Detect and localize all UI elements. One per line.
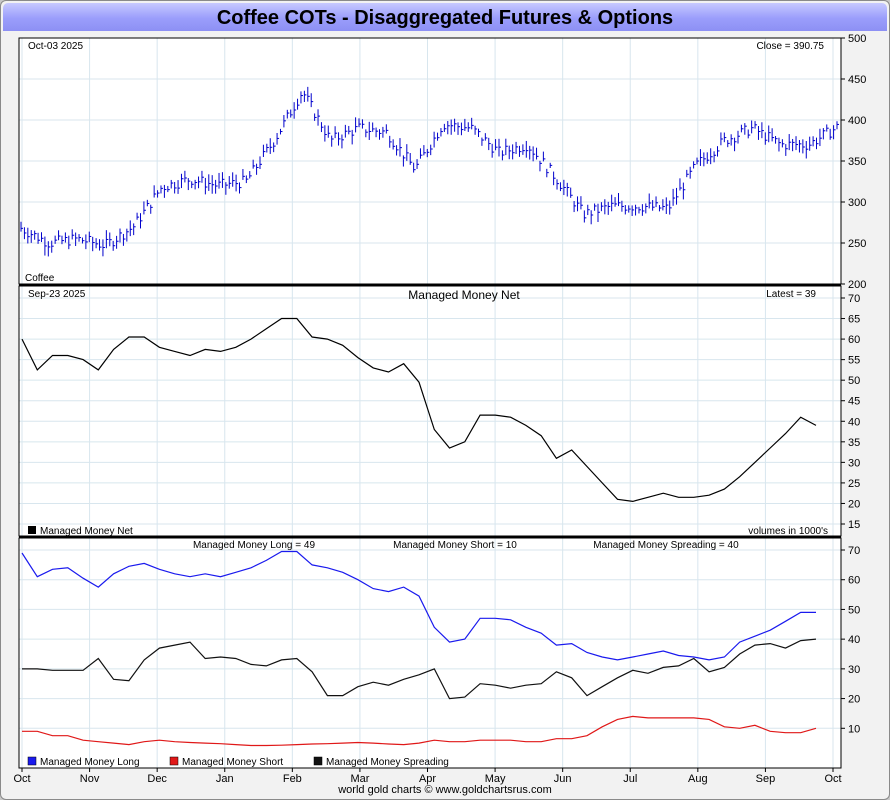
legend-label-short: Managed Money Short: [182, 757, 283, 768]
price-series-label: Coffee: [25, 273, 55, 284]
spreading-header-label: Managed Money Spreading = 40: [593, 540, 739, 551]
y-tick-label: 15: [848, 519, 860, 531]
price-close-label: Close = 390.75: [756, 41, 824, 52]
legend-label-spreading: Managed Money Spreading: [326, 757, 449, 768]
chart-title: Coffee COTs - Disaggregated Futures & Op…: [216, 7, 674, 29]
y-tick-label: 60: [848, 575, 860, 587]
legend-label-long: Managed Money Long: [40, 757, 140, 768]
managed-money-spreading-line: [22, 638, 817, 700]
y-tick-label: 400: [848, 115, 866, 127]
y-tick-label: 65: [848, 314, 860, 326]
panel-background: [19, 538, 841, 768]
y-tick-label: 500: [848, 33, 866, 45]
y-tick-label: 35: [848, 437, 860, 449]
y-tick-label: 50: [848, 604, 860, 616]
footer-credit: world gold charts © www.goldchartsrus.co…: [338, 784, 552, 796]
y-tick-label: 45: [848, 396, 860, 408]
net-legend-swatch: [28, 526, 36, 534]
title-bar: Coffee COTs - Disaggregated Futures & Op…: [3, 3, 887, 31]
y-tick-label: 70: [848, 545, 860, 557]
x-tick-label: Apr: [419, 773, 436, 785]
x-tick-label: Feb: [283, 773, 302, 785]
panel-background: [19, 286, 841, 536]
y-tick-label: 250: [848, 238, 866, 250]
long-header-label: Managed Money Long = 49: [193, 540, 315, 551]
x-tick-label: Dec: [147, 773, 167, 785]
y-tick-label: 50: [848, 375, 860, 387]
units-note: volumes in 1000's: [748, 526, 828, 537]
managed-money-net-line: [21, 317, 817, 503]
x-tick-label: Mar: [350, 773, 369, 785]
legend-swatch-short: [169, 756, 179, 766]
y-tick-label: 20: [848, 498, 860, 510]
y-tick-label: 25: [848, 478, 860, 490]
net-legend-label: Managed Money Net: [40, 526, 133, 537]
y-tick-label: 40: [848, 416, 860, 428]
x-tick-label: Oct: [824, 773, 841, 785]
net-latest-label: Latest = 39: [766, 289, 816, 300]
y-tick-label: 200: [848, 279, 866, 291]
y-tick-label: 350: [848, 156, 866, 168]
y-tick-label: 10: [848, 723, 860, 735]
managed-money-long-line: [21, 550, 816, 661]
y-tick-label: 20: [848, 694, 860, 706]
x-tick-label: May: [485, 773, 506, 785]
x-tick-label: Oct: [13, 773, 30, 785]
x-tick-label: Aug: [688, 773, 708, 785]
managed-money-short-line: [22, 715, 817, 747]
legend-swatch-spreading: [313, 756, 323, 766]
y-tick-label: 30: [848, 664, 860, 676]
x-tick-label: Nov: [80, 773, 100, 785]
y-tick-label: 450: [848, 74, 866, 86]
y-tick-label: 40: [848, 634, 860, 646]
y-tick-label: 55: [848, 355, 860, 367]
x-tick-label: Sep: [756, 773, 776, 785]
legend-swatch-long: [27, 756, 37, 766]
y-tick-label: 70: [848, 293, 860, 305]
short-header-label: Managed Money Short = 10: [393, 540, 517, 551]
x-tick-label: Jun: [554, 773, 572, 785]
price-date-label: Oct-03 2025: [28, 41, 83, 52]
y-tick-label: 60: [848, 334, 860, 346]
x-tick-label: Jul: [623, 773, 637, 785]
net-panel-title: Managed Money Net: [408, 288, 520, 302]
y-tick-label: 30: [848, 457, 860, 469]
y-tick-label: 300: [848, 197, 866, 209]
net-date-label: Sep-23 2025: [28, 289, 86, 300]
x-tick-label: Jan: [216, 773, 234, 785]
